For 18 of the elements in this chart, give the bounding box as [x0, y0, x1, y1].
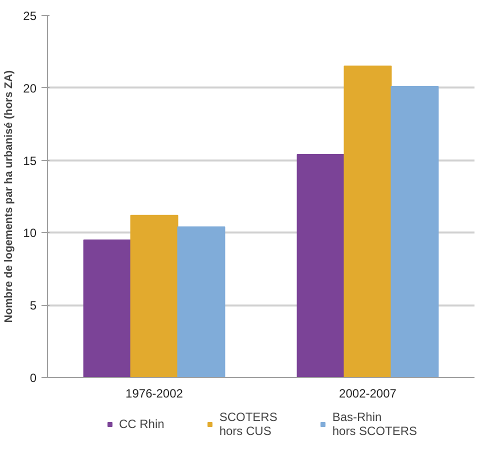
legend-label: Bas-Rhin hors SCOTERS	[332, 410, 418, 438]
y-tick-label: 10	[23, 226, 37, 240]
x-tick-label: 1976-2002	[126, 386, 184, 400]
bar	[83, 239, 132, 378]
bar	[390, 86, 439, 378]
legend-label: CC Rhin	[118, 417, 164, 431]
y-tick-label: 5	[30, 298, 37, 313]
x-tick-label: 2002-2007	[339, 386, 397, 400]
y-tick-label: 0	[30, 371, 37, 385]
bar	[130, 214, 178, 378]
y-tick-label: 25	[23, 9, 37, 23]
y-tick-label: 15	[23, 154, 37, 168]
bar	[296, 154, 345, 378]
y-axis-title: Nombre de logements par ha urbanisé (hors ZA)	[3, 70, 16, 323]
y-tick-label: 20	[23, 81, 37, 96]
bar	[344, 66, 392, 378]
bar	[177, 226, 226, 378]
legend-label: SCOTERS hors CUS	[219, 410, 278, 438]
